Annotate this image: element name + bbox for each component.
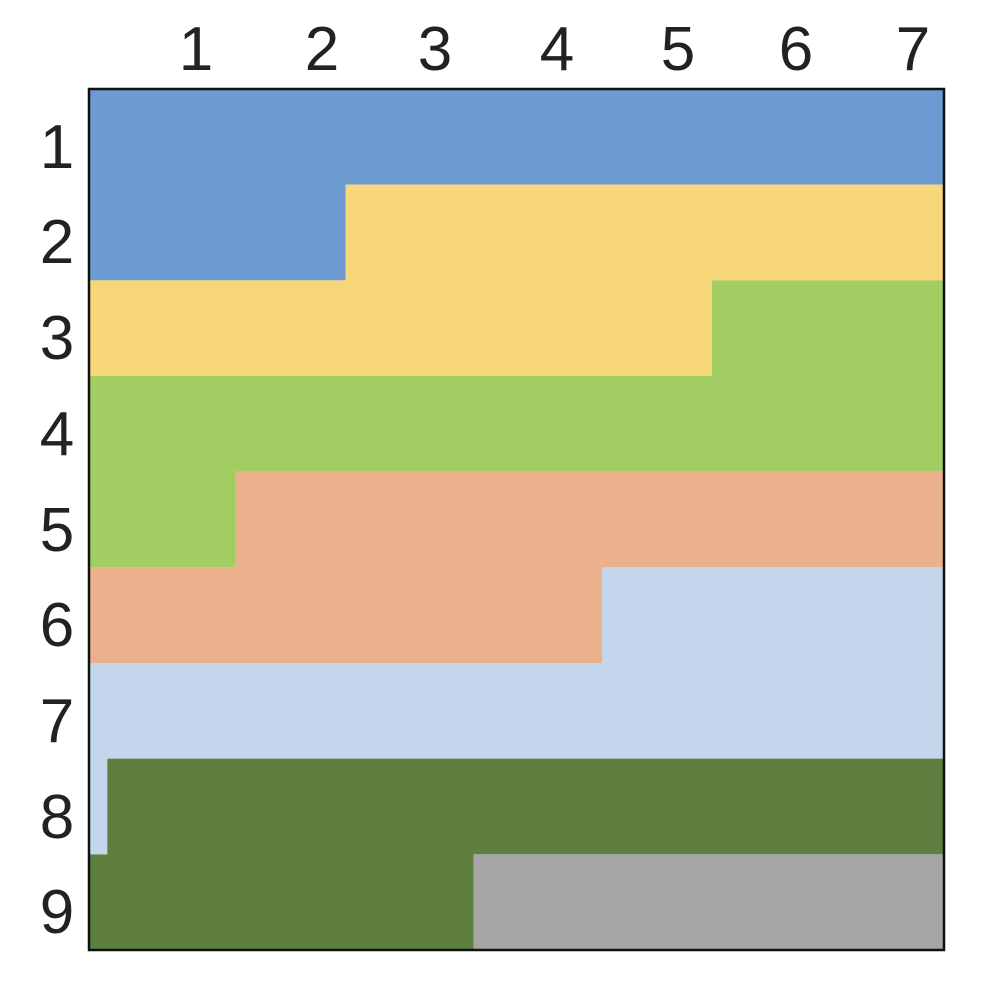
column-label-5: 5 bbox=[661, 15, 695, 84]
column-label-4: 4 bbox=[540, 15, 574, 84]
row-labels: 1 2 3 4 5 6 7 8 9 bbox=[40, 113, 74, 947]
band-dark-green bbox=[89, 758, 944, 950]
column-label-1: 1 bbox=[179, 15, 213, 84]
row-label-5: 5 bbox=[40, 496, 74, 565]
row-label-6: 6 bbox=[40, 591, 74, 660]
column-label-6: 6 bbox=[779, 15, 813, 84]
band-gray bbox=[473, 854, 944, 950]
row-label-2: 2 bbox=[40, 208, 74, 277]
row-label-7: 7 bbox=[40, 687, 74, 756]
row-label-9: 9 bbox=[40, 878, 74, 947]
column-label-3: 3 bbox=[418, 15, 452, 84]
color-bands bbox=[89, 89, 944, 950]
band-salmon bbox=[89, 471, 944, 663]
row-label-1: 1 bbox=[40, 113, 74, 182]
row-label-3: 3 bbox=[40, 304, 74, 373]
column-labels: 1 2 3 4 5 6 7 bbox=[179, 15, 930, 84]
column-label-7: 7 bbox=[896, 15, 930, 84]
band-light-green bbox=[89, 280, 944, 568]
column-label-2: 2 bbox=[305, 15, 339, 84]
grid-frame bbox=[87, 87, 946, 952]
band-yellow bbox=[89, 184, 944, 376]
row-label-8: 8 bbox=[40, 783, 74, 852]
row-label-4: 4 bbox=[40, 400, 74, 469]
band-light-blue bbox=[89, 567, 944, 855]
